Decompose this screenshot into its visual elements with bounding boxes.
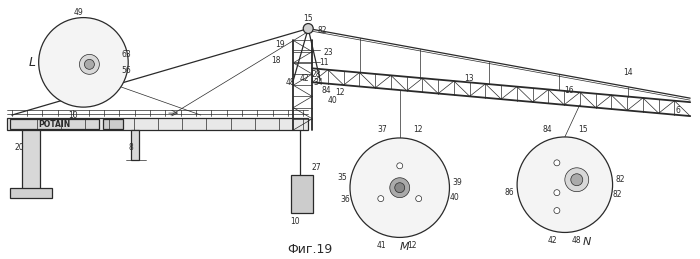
Text: 16: 16 [564,86,573,95]
Text: 28: 28 [312,70,321,79]
Text: 23: 23 [323,48,333,57]
Bar [549,157,559,205]
Text: 63: 63 [121,50,131,59]
Text: 13: 13 [465,74,474,83]
Text: M: M [400,242,410,252]
Text: 40: 40 [327,96,337,105]
Circle shape [554,190,560,196]
Text: 82: 82 [612,190,622,199]
Text: 48: 48 [286,78,295,87]
Bar [104,119,123,129]
Text: L: L [28,56,35,69]
Text: 86: 86 [504,188,514,197]
Text: 18: 18 [272,56,281,65]
Bar [22,130,40,190]
Text: N: N [582,238,591,247]
Wedge shape [365,170,400,188]
Text: 84: 84 [542,125,552,133]
Circle shape [38,18,128,107]
Text: 34: 34 [314,78,323,87]
Bar [291,175,313,213]
Text: POTAIN: POTAIN [38,120,71,128]
Text: 82: 82 [616,175,625,184]
Wedge shape [400,188,422,222]
Bar [10,188,52,198]
Text: 12: 12 [413,126,422,134]
Text: 56: 56 [121,66,131,75]
Circle shape [517,137,612,232]
Bar [76,45,90,74]
Text: 15: 15 [578,125,587,133]
Text: 36: 36 [340,195,350,204]
Circle shape [570,174,582,186]
Text: Фиг.19: Фиг.19 [288,243,332,256]
Circle shape [397,163,402,169]
Text: 20: 20 [15,143,24,152]
Text: 19: 19 [276,40,285,49]
Text: 10: 10 [69,111,78,120]
Bar [7,118,308,130]
Circle shape [395,183,405,193]
Text: 15: 15 [303,14,313,23]
Circle shape [303,24,313,33]
Text: 41: 41 [377,241,386,250]
Circle shape [85,59,95,69]
Circle shape [554,160,560,166]
Text: 40: 40 [449,193,459,202]
Text: 8: 8 [129,143,134,152]
Text: 84: 84 [321,86,331,95]
Text: 82: 82 [317,26,327,35]
Text: 37: 37 [377,126,386,134]
Wedge shape [400,188,435,205]
Text: 42: 42 [548,236,558,245]
Text: 12: 12 [407,241,416,250]
Text: 12: 12 [335,88,345,97]
Text: 11: 11 [319,58,329,67]
Wedge shape [388,153,406,188]
Wedge shape [400,161,433,188]
Bar [74,42,92,48]
Circle shape [350,138,449,238]
Circle shape [416,196,421,202]
Text: 49: 49 [74,8,83,17]
Text: 14: 14 [624,68,634,77]
Circle shape [554,207,560,214]
Text: 27: 27 [312,163,321,172]
Wedge shape [373,188,400,220]
Text: 48: 48 [572,236,582,245]
Bar [559,190,587,198]
Circle shape [378,196,384,202]
Text: 42: 42 [300,74,309,83]
Circle shape [390,178,410,198]
Text: 35: 35 [337,173,347,182]
Circle shape [565,168,589,192]
Text: 10: 10 [290,217,300,226]
Bar [559,167,587,175]
Bar [131,130,139,160]
Text: 39: 39 [452,178,462,187]
Bar [10,119,99,129]
Text: 6: 6 [676,106,680,114]
Circle shape [80,54,99,74]
